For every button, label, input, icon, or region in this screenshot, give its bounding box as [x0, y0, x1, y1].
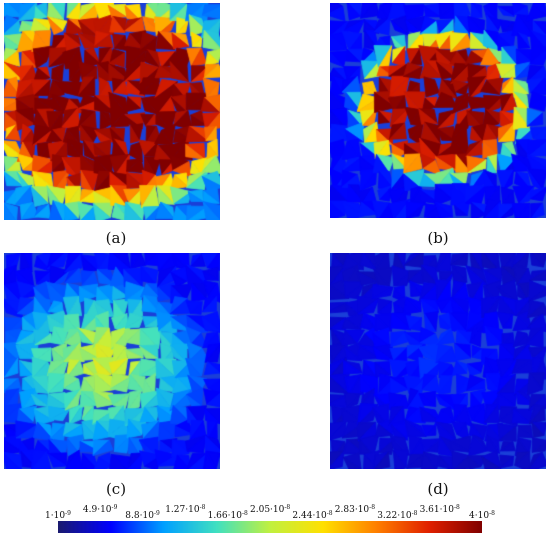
colorbar — [58, 521, 482, 533]
panel-c-heatmap — [4, 253, 220, 469]
colorbar-tick-label: 1·10-9 — [45, 510, 71, 522]
colorbar-tick-label: 2.44·10-8 — [292, 510, 333, 522]
caption-b: (b) — [427, 229, 449, 247]
colorbar-tick-label: 2.05·10-8 — [250, 504, 291, 516]
heatmap-d-canvas — [330, 253, 546, 469]
caption-d: (d) — [427, 480, 449, 498]
colorbar-tick-label: 1.27·10-8 — [165, 504, 206, 516]
colorbar-tick-label: 1.66·10-8 — [207, 510, 248, 522]
caption-c: (c) — [105, 480, 127, 498]
heatmap-b-canvas — [330, 3, 546, 218]
heatmap-c-canvas — [4, 253, 220, 469]
colorbar-tick-label: 4.9·10-9 — [82, 504, 118, 516]
panel-b-heatmap — [330, 3, 546, 218]
colorbar-tick-label: 2.83·10-8 — [334, 504, 376, 516]
colorbar-tick-label: 8.8·10-9 — [125, 510, 160, 522]
panel-d-heatmap — [330, 253, 546, 469]
colorbar-tick-label: 3.22·10-8 — [377, 510, 418, 522]
colorbar-tick-label: 4·10-8 — [469, 510, 495, 522]
colorbar-tick-label: 3.61·10-8 — [419, 504, 460, 516]
heatmap-a-canvas — [4, 3, 220, 220]
panel-a-heatmap — [4, 3, 220, 220]
caption-a: (a) — [105, 229, 127, 247]
